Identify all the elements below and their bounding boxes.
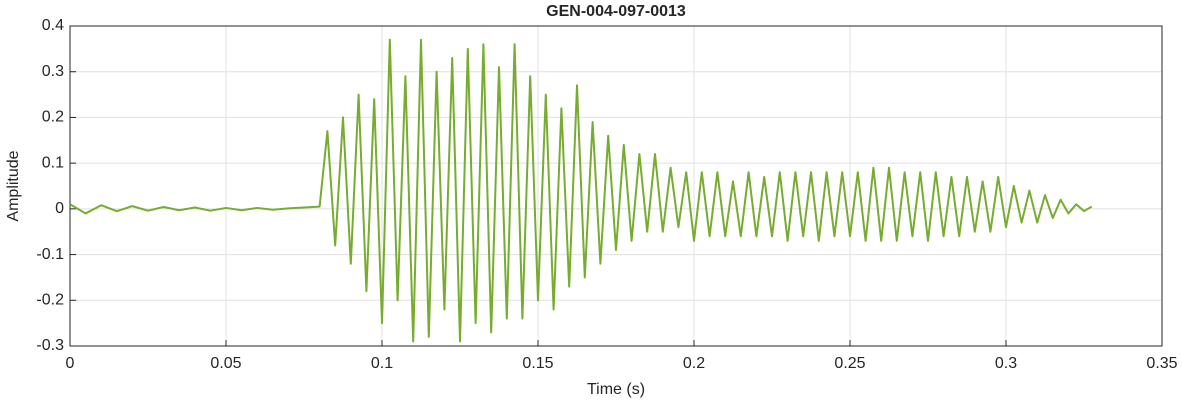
plot-frame <box>69 25 1163 347</box>
x-axis-label: Time (s) <box>587 381 645 398</box>
y-tick-label: 0.1 <box>42 154 64 171</box>
y-tick-label: -0.3 <box>36 337 64 354</box>
y-tick-label: 0.2 <box>42 109 64 126</box>
x-tick-label: 0.05 <box>210 355 241 372</box>
y-axis-label: Amplitude <box>5 150 22 221</box>
x-tick-label: 0.35 <box>1146 355 1177 372</box>
waveform-line <box>69 38 1093 343</box>
x-tick-label: 0 <box>66 355 75 372</box>
x-tick-label: 0.25 <box>834 355 865 372</box>
y-tick-label: -0.1 <box>36 246 64 263</box>
y-tick-label: 0.3 <box>42 63 64 80</box>
y-tick-label: -0.2 <box>36 292 64 309</box>
x-tick-label: 0.1 <box>371 355 393 372</box>
x-tick-label: 0.3 <box>995 355 1017 372</box>
x-tick-label: 0.15 <box>522 355 553 372</box>
chart-title: GEN-004-097-0013 <box>546 3 686 20</box>
y-tick-label: 0.4 <box>42 17 64 34</box>
x-tick-label: 0.2 <box>683 355 705 372</box>
y-tick-label: 0 <box>55 200 64 217</box>
